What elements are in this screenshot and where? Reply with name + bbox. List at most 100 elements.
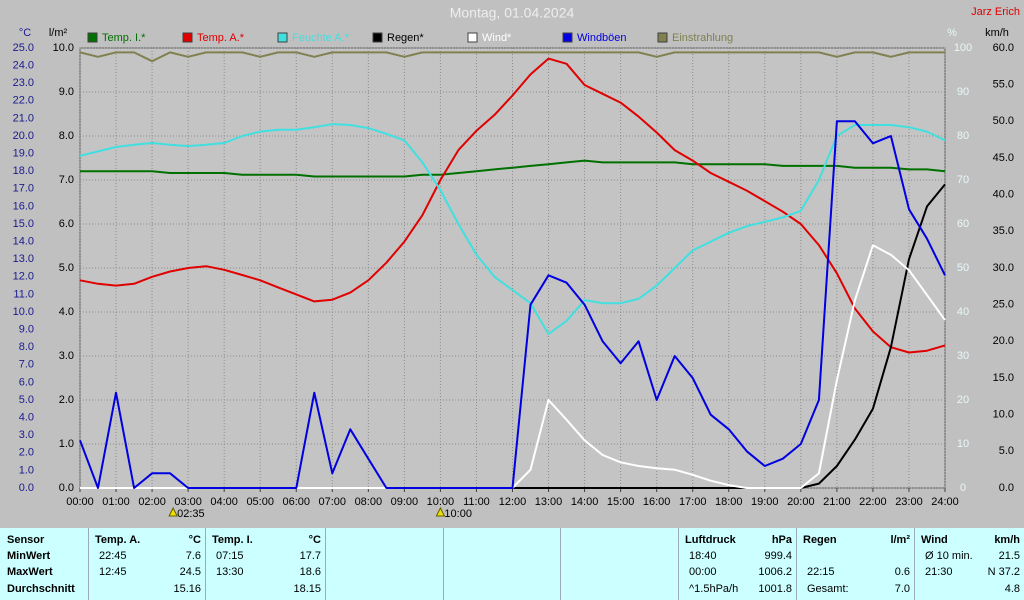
y-tick-label: 20.0 — [13, 130, 34, 142]
cell-time: 12:45 — [99, 566, 127, 578]
cell-value: 18.15 — [293, 583, 321, 595]
cell-time: Ø 10 min. — [925, 550, 973, 562]
y-tick-label: 7.0 — [19, 359, 34, 371]
cell-value: 7.6 — [185, 550, 201, 562]
y-tick-label: 6.0 — [19, 376, 34, 388]
series-line — [79, 57, 946, 354]
y-tick-label: 5.0 — [19, 394, 34, 406]
group-title: Wind — [921, 534, 948, 546]
y-tick-label: 0.0 — [19, 482, 34, 494]
cell-value: 15.16 — [173, 583, 201, 595]
table-column — [560, 528, 678, 600]
x-tick-label: 20:00 — [787, 496, 815, 508]
cell-value: 1001.8 — [758, 583, 792, 595]
x-tick-label: 23:00 — [895, 496, 923, 508]
cell-value: 4.8 — [1004, 583, 1020, 595]
cell-value: 1006.2 — [758, 566, 792, 578]
legend-label: Temp. I.* — [102, 32, 146, 44]
y-tick-label: 2.0 — [19, 447, 34, 459]
x-tick-label: 00:00 — [66, 496, 94, 508]
cell-value: 0.6 — [894, 566, 910, 578]
legend-swatch — [182, 32, 193, 43]
y-tick-label: 24.0 — [13, 60, 34, 72]
x-tick-label: 16:00 — [643, 496, 671, 508]
cell-value: 21.5 — [998, 550, 1020, 562]
y-tick-label: 60.0 — [993, 42, 1014, 54]
series-line — [79, 51, 945, 63]
y-tick-label: 20.0 — [993, 335, 1014, 347]
y-tick-label: 18.0 — [13, 165, 34, 177]
cell-value: 7.0 — [894, 583, 910, 595]
x-tick-label: 24:00 — [931, 496, 959, 508]
series-line — [79, 120, 946, 489]
y-tick-label: 40 — [957, 306, 969, 318]
x-tick-label: 12:00 — [499, 496, 527, 508]
x-tick-label: 17:00 — [679, 496, 707, 508]
y-tick-label: 6.0 — [59, 218, 74, 230]
x-tick-label: 19:00 — [751, 496, 779, 508]
cell-time: 18:40 — [689, 550, 717, 562]
cell-time: 00:00 — [689, 566, 717, 578]
row-label: MaxWert — [7, 566, 53, 578]
x-tick-label: 05:00 — [246, 496, 274, 508]
axis-unit: l/m² — [49, 27, 68, 39]
x-tick-label: 03:00 — [174, 496, 202, 508]
legend-swatch — [562, 32, 573, 43]
y-tick-label: 15.0 — [13, 218, 34, 230]
legend-swatch — [277, 32, 288, 43]
axis-unit: km/h — [985, 27, 1009, 39]
stats-table: Sensor MinWert MaxWert Durchschnitt Temp. A.… — [0, 528, 1024, 600]
cell-time: 22:15 — [807, 566, 835, 578]
y-tick-label: 70 — [957, 174, 969, 186]
cell-value: 24.5 — [179, 566, 201, 578]
table-header: Sensor — [7, 534, 45, 546]
group-title: Luftdruck — [685, 534, 736, 546]
sun-icon — [435, 506, 446, 517]
y-tick-label: 30 — [957, 350, 969, 362]
y-tick-label: 8.0 — [59, 130, 74, 142]
y-tick-label: 25.0 — [993, 299, 1014, 311]
y-tick-label: 9.0 — [19, 324, 34, 336]
y-tick-label: 45.0 — [993, 152, 1014, 164]
y-tick-label: 22.0 — [13, 95, 34, 107]
y-tick-label: 8.0 — [19, 341, 34, 353]
legend-swatch — [657, 32, 668, 43]
sun-icon — [168, 506, 178, 517]
x-tick-label: 01:00 — [102, 496, 130, 508]
y-tick-label: 12.0 — [13, 271, 34, 283]
x-tick-label: 08:00 — [355, 496, 383, 508]
table-column: Wind km/h Ø 10 min. 21.5 21:30 N 37.2 4.8 — [914, 528, 1024, 600]
x-tick-label: 10:00 — [427, 496, 455, 508]
cell-time: ^1.5hPa/h — [689, 583, 739, 595]
series-line — [79, 123, 946, 335]
y-tick-label: 16.0 — [13, 200, 34, 212]
x-tick-label: 04:00 — [210, 496, 238, 508]
row-label: MinWert — [7, 550, 51, 562]
x-tick-label: 11:00 — [463, 496, 490, 508]
y-tick-label: 21.0 — [13, 112, 34, 124]
y-tick-label: 35.0 — [993, 225, 1014, 237]
table-column: Temp. I. °C 07:15 17.7 13:30 18.6 18.15 — [205, 528, 325, 600]
group-unit: km/h — [994, 534, 1020, 546]
legend-label: Einstrahlung — [672, 32, 733, 44]
y-tick-label: 23.0 — [13, 77, 34, 89]
x-tick-label: 15:00 — [607, 496, 635, 508]
y-tick-label: 1.0 — [19, 464, 34, 476]
group-unit: l/m² — [890, 534, 910, 546]
x-tick-label: 21:00 — [823, 496, 851, 508]
table-column: Sensor MinWert MaxWert Durchschnitt — [0, 528, 88, 600]
axis-unit: % — [947, 27, 957, 39]
cell-value: N 37.2 — [987, 566, 1020, 578]
legend-swatch — [87, 32, 98, 43]
group-title: Regen — [803, 534, 837, 546]
x-tick-label: 14:00 — [571, 496, 599, 508]
legend-label: Regen* — [387, 32, 424, 44]
legend-label: Temp. A.* — [197, 32, 245, 44]
y-tick-label: 10.0 — [13, 306, 34, 318]
y-tick-label: 60 — [957, 218, 969, 230]
y-tick-label: 0.0 — [999, 482, 1014, 494]
x-tick-label: 02:00 — [138, 496, 166, 508]
y-tick-label: 13.0 — [13, 253, 34, 265]
table-column — [325, 528, 443, 600]
y-tick-label: 25.0 — [13, 42, 34, 54]
